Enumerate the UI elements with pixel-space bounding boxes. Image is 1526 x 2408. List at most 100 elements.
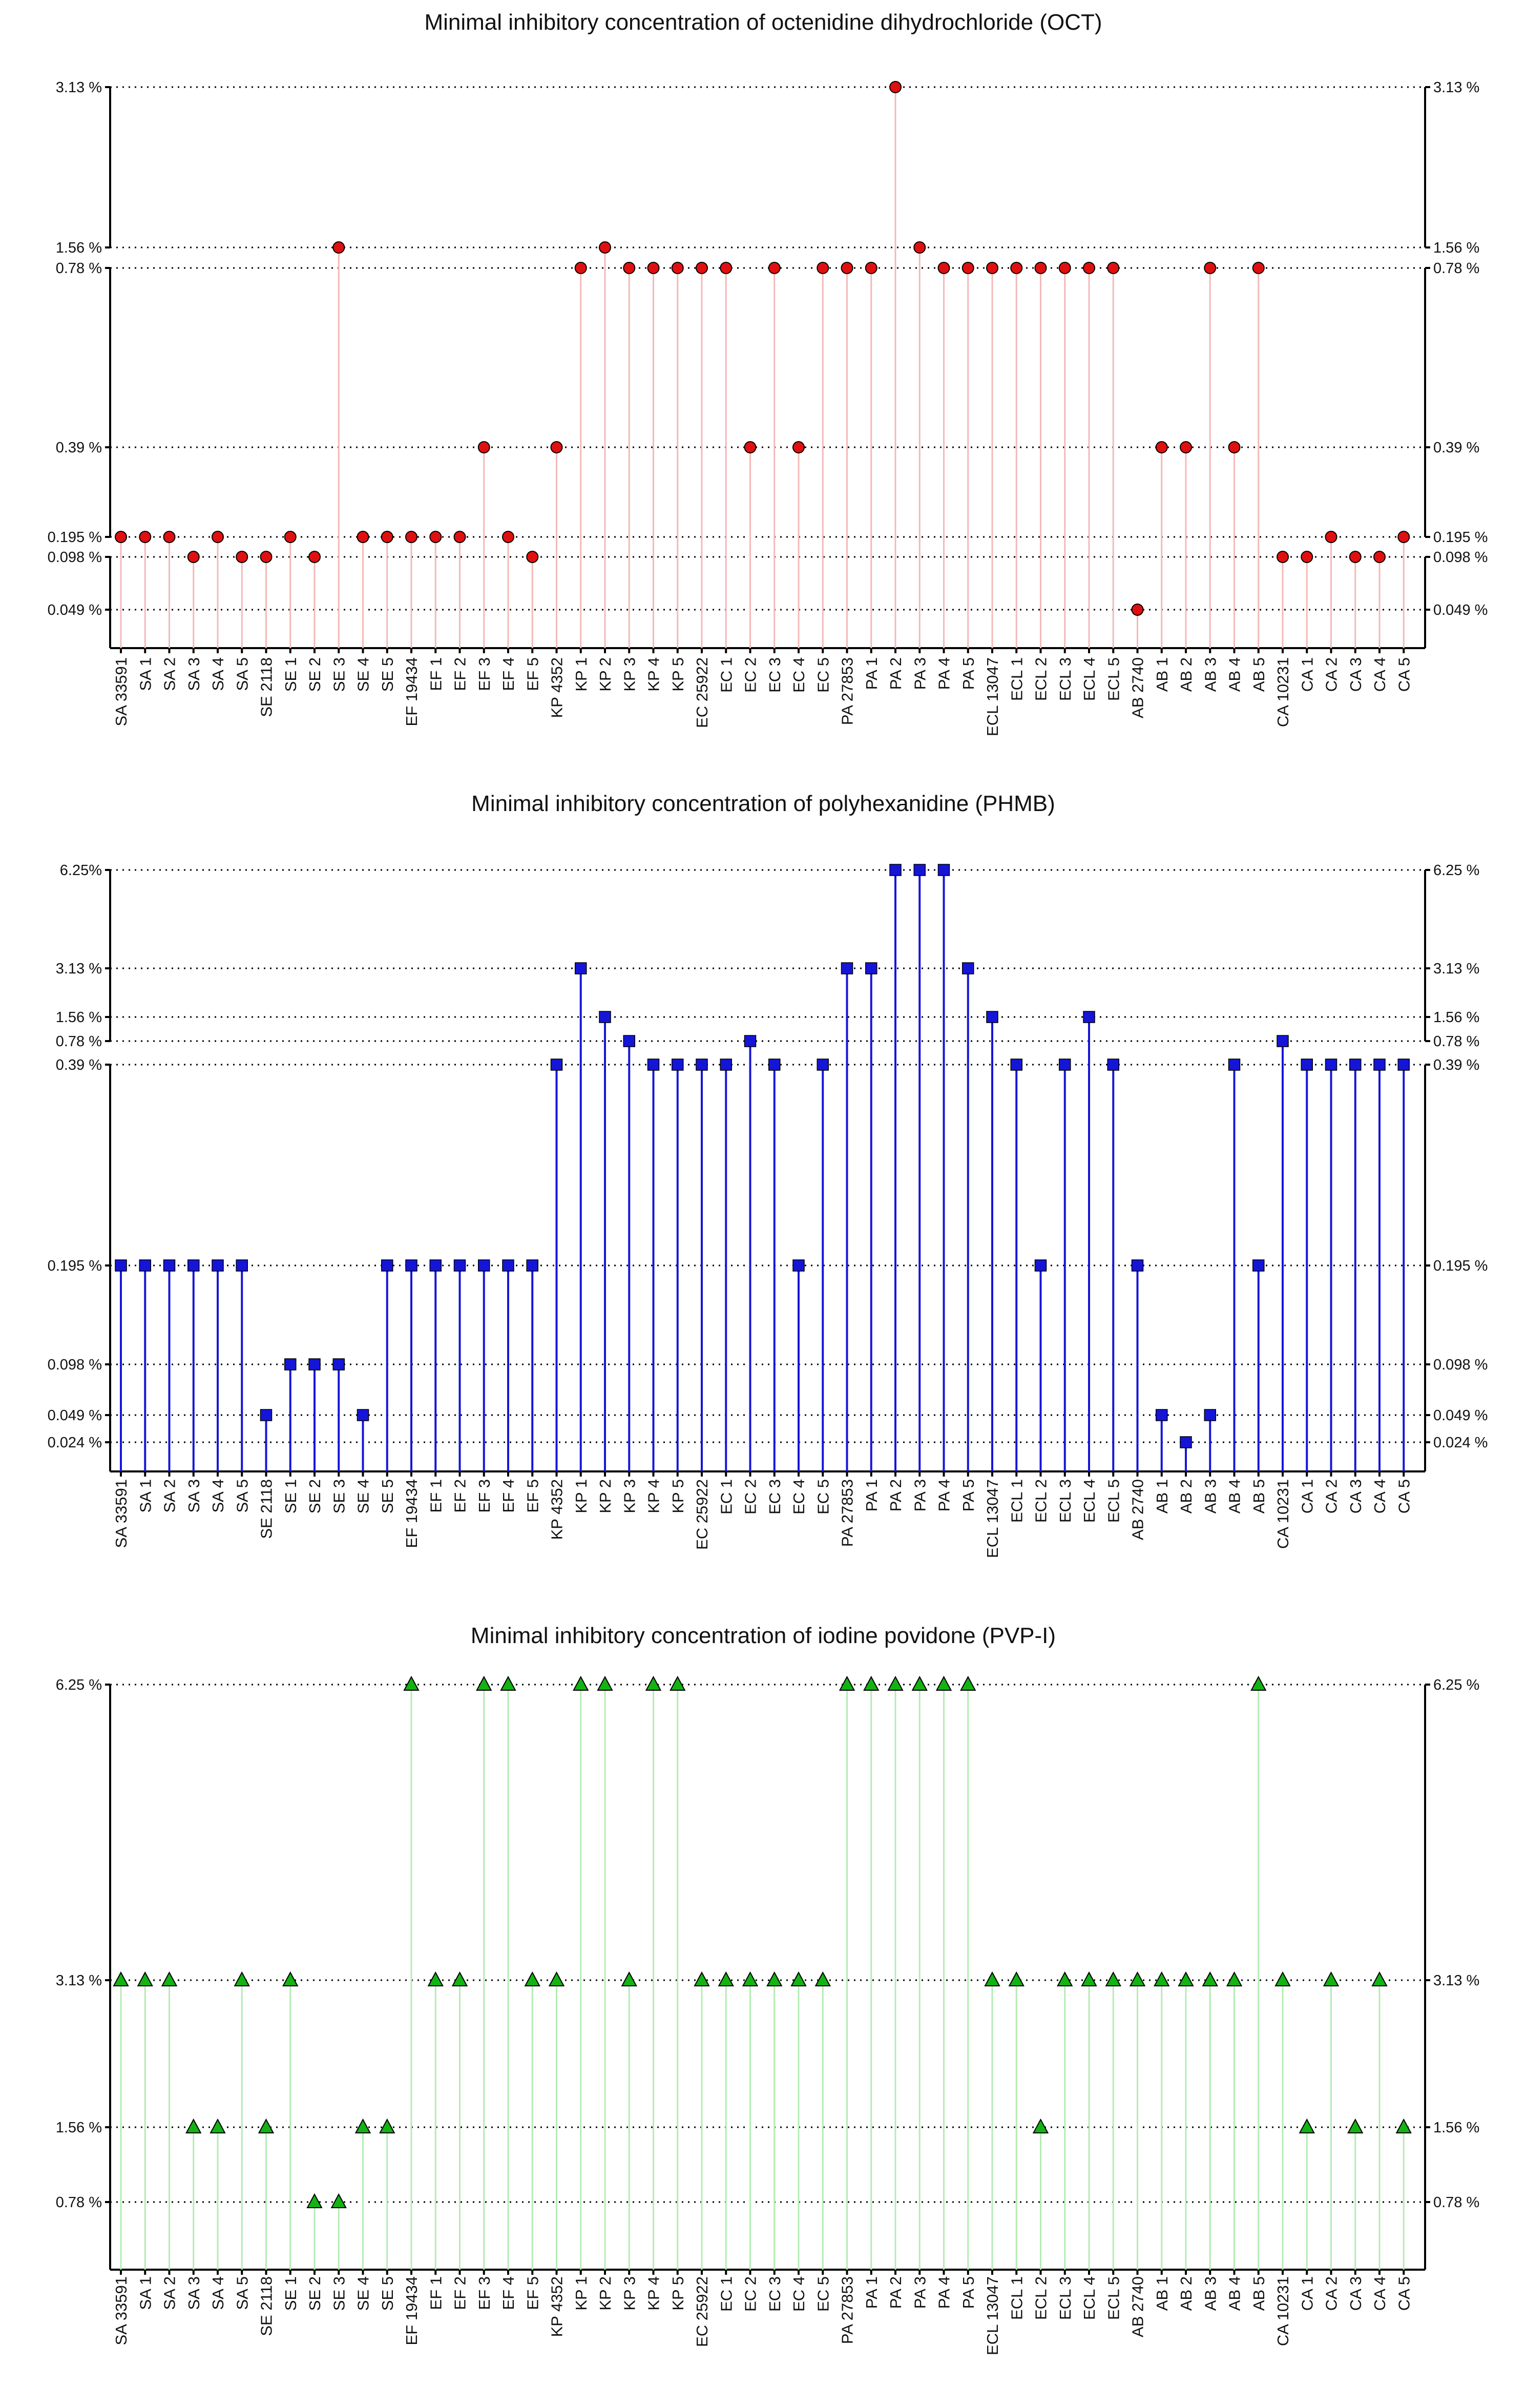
point-se-5 bbox=[381, 531, 393, 543]
x-tick-label-ab-3: AB 3 bbox=[1201, 657, 1219, 692]
x-tick-label-kp-3: KP 3 bbox=[620, 657, 638, 692]
point-ec-5 bbox=[814, 1971, 831, 1986]
x-tick-label-ab-2740: AB 2740 bbox=[1129, 657, 1147, 718]
x-tick-label-ab-2: AB 2 bbox=[1177, 657, 1195, 692]
point-ef-1 bbox=[429, 531, 442, 543]
x-tick-label-kp-4352: KP 4352 bbox=[548, 1479, 566, 1540]
x-tick-label-ecl-4: ECL 4 bbox=[1080, 657, 1098, 701]
x-tick-label-pa-2: PA 2 bbox=[887, 1479, 905, 1511]
x-tick-label-kp-5: KP 5 bbox=[669, 2276, 687, 2311]
x-tick-label-pa-5: PA 5 bbox=[959, 2276, 977, 2309]
x-tick-label-ef-2: EF 2 bbox=[451, 657, 469, 691]
y-tick-label-left: 1.56 % bbox=[56, 1009, 102, 1026]
x-tick-label-kp-3: KP 3 bbox=[620, 1479, 638, 1513]
point-ecl-4 bbox=[1083, 262, 1095, 274]
point-ec-2 bbox=[744, 1035, 757, 1047]
point-ec-5 bbox=[817, 1058, 829, 1071]
x-tick-label-ef-5: EF 5 bbox=[524, 2276, 541, 2310]
y-tick-label-right: 0.39 % bbox=[1433, 1057, 1479, 1073]
point-kp-2 bbox=[599, 241, 611, 254]
point-ab-2 bbox=[1180, 441, 1192, 453]
x-tick-label-ef-19434: EF 19434 bbox=[403, 2276, 421, 2345]
y-tick-label-left: 6.25 % bbox=[56, 1677, 102, 1693]
x-tick-label-ec-3: EC 3 bbox=[766, 2276, 784, 2312]
point-se-4 bbox=[357, 531, 369, 543]
x-tick-label-ca-2: CA 2 bbox=[1323, 2276, 1341, 2311]
x-tick-label-kp-2: KP 2 bbox=[596, 657, 614, 692]
point-kp-1 bbox=[574, 262, 587, 274]
point-ef-4 bbox=[500, 1675, 516, 1691]
point-ecl-13047 bbox=[986, 262, 998, 274]
point-sa-33591 bbox=[115, 531, 127, 543]
point-kp-2 bbox=[597, 1675, 613, 1691]
x-tick-label-ab-5: AB 5 bbox=[1250, 1479, 1268, 1513]
point-ab-2740 bbox=[1131, 604, 1144, 616]
point-ab-4 bbox=[1228, 1058, 1241, 1071]
x-tick-label-kp-5: KP 5 bbox=[669, 657, 687, 692]
x-tick-label-pa-1: PA 1 bbox=[863, 1479, 881, 1511]
point-se-2 bbox=[308, 1358, 321, 1371]
x-tick-label-sa-1: SA 1 bbox=[136, 2276, 154, 2310]
y-tick-label-right: 0.049 % bbox=[1433, 602, 1488, 618]
x-tick-label-ef-5: EF 5 bbox=[524, 1479, 541, 1512]
y-tick-label-right: 1.56 % bbox=[1433, 1009, 1479, 1026]
x-tick-label-ef-3: EF 3 bbox=[475, 2276, 493, 2310]
point-ab-2740 bbox=[1131, 1259, 1144, 1272]
x-tick-label-ec-25922: EC 25922 bbox=[693, 657, 711, 728]
point-ab-2 bbox=[1178, 1971, 1194, 1986]
y-tick-label-left: 0.049 % bbox=[48, 1407, 102, 1424]
x-tick-label-sa-3: SA 3 bbox=[185, 657, 203, 691]
point-ef-2 bbox=[453, 531, 466, 543]
x-tick-label-se-1: SE 1 bbox=[282, 657, 300, 692]
point-ecl-5 bbox=[1105, 1971, 1121, 1986]
x-tick-label-ca-10231: CA 10231 bbox=[1274, 1479, 1292, 1549]
panel-1: Minimal inhibitory concentration of octe… bbox=[48, 10, 1488, 736]
x-tick-label-ca-5: CA 5 bbox=[1395, 1479, 1413, 1513]
x-tick-label-kp-4: KP 4 bbox=[645, 1479, 663, 1513]
y-tick-label-left: 3.13 % bbox=[56, 1973, 102, 1989]
x-tick-label-se-4: SE 4 bbox=[354, 657, 372, 692]
x-tick-label-se-2: SE 2 bbox=[306, 657, 324, 692]
x-tick-label-ec-5: EC 5 bbox=[814, 2276, 832, 2312]
y-tick-label-left: 0.049 % bbox=[48, 602, 102, 618]
x-tick-label-ecl-3: ECL 3 bbox=[1056, 1479, 1074, 1523]
x-tick-label-kp-4: KP 4 bbox=[645, 2276, 663, 2311]
point-ca-2 bbox=[1325, 531, 1337, 543]
y-tick-label-right: 0.024 % bbox=[1433, 1435, 1488, 1451]
x-tick-label-ca-4: CA 4 bbox=[1371, 1479, 1389, 1513]
x-tick-label-ec-4: EC 4 bbox=[790, 657, 808, 693]
point-sa-2 bbox=[163, 531, 176, 543]
point-ecl-2 bbox=[1034, 262, 1047, 274]
point-ca-10231 bbox=[1277, 551, 1289, 563]
point-kp-1 bbox=[573, 1675, 589, 1691]
point-kp-3 bbox=[623, 1035, 635, 1047]
point-ef-3 bbox=[478, 1259, 490, 1272]
point-ab-2740 bbox=[1129, 1971, 1146, 1986]
point-kp-4352 bbox=[548, 1971, 565, 1986]
point-pa-5 bbox=[961, 262, 974, 274]
point-ca-1 bbox=[1299, 2118, 1315, 2133]
x-tick-label-se-5: SE 5 bbox=[379, 1479, 396, 1513]
x-tick-label-kp-5: KP 5 bbox=[669, 1479, 687, 1513]
y-tick-label-right: 0.195 % bbox=[1433, 1258, 1488, 1274]
point-pa-3 bbox=[913, 241, 926, 254]
x-tick-label-ef-1: EF 1 bbox=[427, 657, 445, 691]
y-tick-label-right: 0.098 % bbox=[1433, 1357, 1488, 1373]
x-tick-label-ec-3: EC 3 bbox=[766, 657, 784, 693]
y-tick-label-left: 0.195 % bbox=[48, 1258, 102, 1274]
point-ec-3 bbox=[768, 262, 781, 274]
x-tick-label-ca-3: CA 3 bbox=[1347, 1479, 1365, 1513]
point-ca-4 bbox=[1373, 551, 1386, 563]
point-sa-1 bbox=[139, 1259, 151, 1272]
point-kp-4352 bbox=[550, 441, 563, 453]
point-ecl-2 bbox=[1034, 1259, 1047, 1272]
x-tick-label-ef-19434: EF 19434 bbox=[403, 657, 421, 726]
y-tick-label-left: 0.39 % bbox=[56, 1057, 102, 1073]
point-ecl-2 bbox=[1032, 2118, 1049, 2133]
x-tick-label-pa-4: PA 4 bbox=[935, 2276, 953, 2309]
x-tick-label-se-4: SE 4 bbox=[354, 1479, 372, 1513]
point-se-5 bbox=[379, 2118, 395, 2133]
point-se-4 bbox=[357, 1409, 369, 1421]
x-tick-label-sa-5: SA 5 bbox=[233, 657, 251, 691]
